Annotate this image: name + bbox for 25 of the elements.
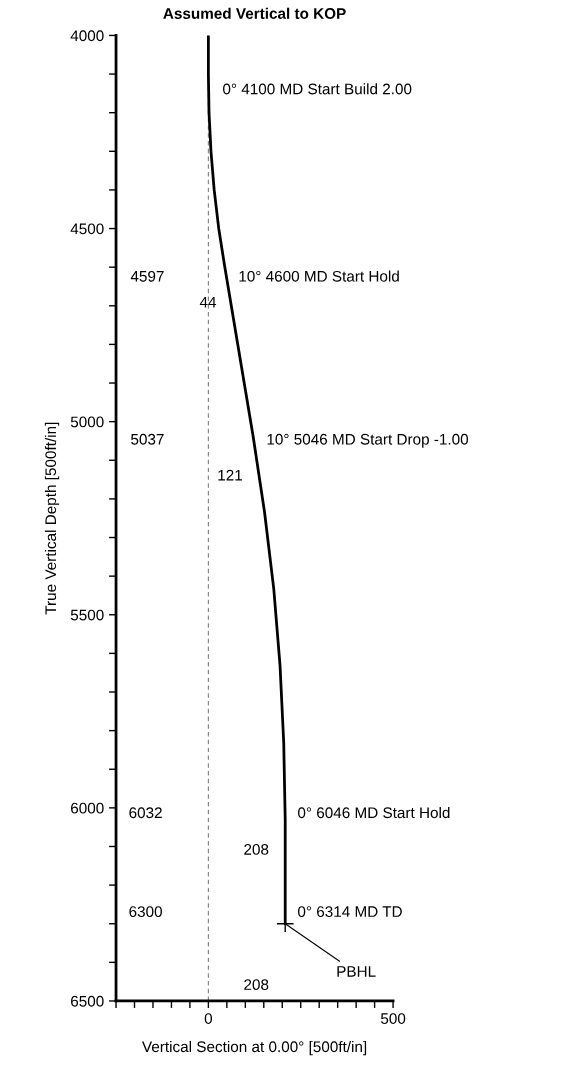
annotation: 208 (244, 844, 269, 855)
annotation: 0° 6314 MD TD (298, 906, 402, 918)
y-tick-label: 5500 (70, 609, 104, 621)
chart-title: Assumed Vertical to KOP (163, 7, 346, 19)
annotation: 44 (199, 296, 217, 308)
annotation: 208 (244, 979, 269, 991)
y-tick-label: 6500 (71, 995, 104, 1007)
x-axis-title: Vertical Section at 0.00° [500ft/in] (142, 1040, 367, 1056)
x-tick-label: 500 (380, 1013, 406, 1024)
annotation: 4597 (130, 270, 164, 282)
annotation: 0° 4100 MD Start Build 2.00 (223, 83, 412, 95)
x-tick-label: 0 (204, 1013, 213, 1024)
y-tick-label: 4000 (70, 30, 104, 42)
y-tick-label: 5000 (70, 416, 104, 428)
annotation: 10° 5046 MD Start Drop -1.00 (267, 433, 469, 448)
y-axis-title: True Vertical Depth [500ft/in] (44, 422, 60, 615)
annotation: 5037 (131, 433, 164, 445)
annotation: 0° 6046 MD Start Hold (298, 806, 450, 819)
y-tick-label: 6000 (71, 802, 104, 814)
annotation: PBHL (337, 966, 376, 977)
annotation: 121 (218, 469, 242, 481)
annotation: 10° 4600 MD Start Hold (239, 270, 399, 282)
annotation: 6300 (129, 906, 162, 918)
y-tick-label: 4500 (70, 223, 104, 235)
annotation: 6032 (129, 807, 162, 819)
